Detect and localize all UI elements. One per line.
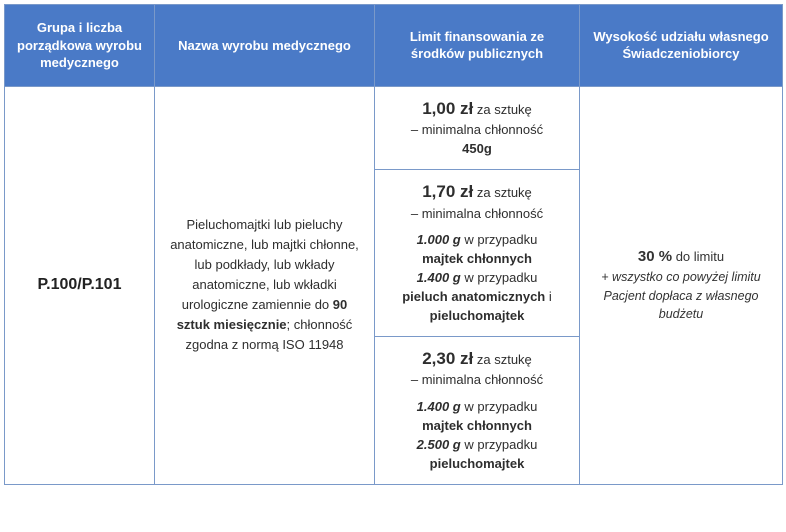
table-row: P.100/P.101 Pieluchomajtki lub pieluchy … [5,86,783,169]
tier3-g2: 2.500 g [417,437,461,452]
cell-own-share: 30 % do limitu + wszystko co powyżej lim… [580,86,783,484]
own-main: 30 % [638,248,672,265]
header-name: Nazwa wyrobu medycznego [155,5,375,87]
tier2-g2: 1.400 g [417,270,461,285]
tier2-price: 1,70 zł [422,182,473,201]
header-group: Grupa i liczba porządkowa wyrobu medyczn… [5,5,155,87]
tier3-b2: pieluchomajtek [430,456,525,471]
tier1-per: za sztukę [473,102,532,117]
header-limit: Limit finansowania ze środków publicznyc… [375,5,580,87]
tier2-per: za sztukę [473,185,532,200]
tier3-b1: majtek chłonnych [422,418,532,433]
tier2-txt2: w przypadku [461,270,538,285]
tier3-price: 2,30 zł [422,349,473,368]
tier-1: 1,00 zł za sztukę – minimalna chłonność … [375,86,580,169]
own-note: + wszystko co powyżej limitu Pacjent dop… [601,270,760,322]
tier2-b2a: pieluch anatomicznych [402,289,545,304]
tier2-txt1: w przypadku [461,232,538,247]
tier2-sub: – minimalna chłonność [411,206,543,221]
header-own: Wysokość udziału własnego Świadczeniobio… [580,5,783,87]
tier1-sub: – minimalna chłonność [411,122,543,137]
own-main-after: do limitu [672,249,724,264]
tier2-and: i [545,289,552,304]
header-row: Grupa i liczba porządkowa wyrobu medyczn… [5,5,783,87]
tier2-g1: 1.000 g [417,232,461,247]
cell-group-code: P.100/P.101 [5,86,155,484]
tier2-b1: majtek chłonnych [422,251,532,266]
tier-2: 1,70 zł za sztukę – minimalna chłonność … [375,169,580,336]
tier3-txt2: w przypadku [461,437,538,452]
name-pre: Pieluchomajtki lub pieluchy anatomiczne,… [170,217,359,313]
cell-product-name: Pieluchomajtki lub pieluchy anatomiczne,… [155,86,375,484]
tier3-sub: – minimalna chłonność [411,372,543,387]
tier-3: 2,30 zł za sztukę – minimalna chłonność … [375,336,580,484]
tier3-per: za sztukę [473,352,532,367]
tier1-g: 450g [462,141,492,156]
tier3-txt1: w przypadku [461,399,538,414]
tier1-price: 1,00 zł [422,99,473,118]
tier3-g1: 1.400 g [417,399,461,414]
reimbursement-table: Grupa i liczba porządkowa wyrobu medyczn… [4,4,783,485]
tier2-b2b: pieluchomajtek [430,308,525,323]
